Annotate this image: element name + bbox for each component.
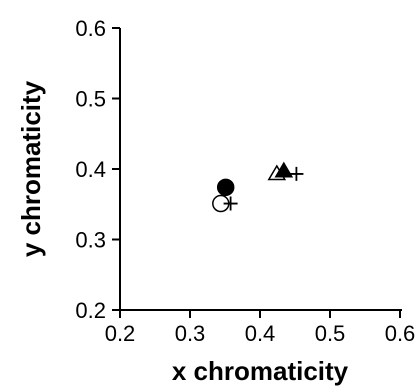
filled-triangle-point <box>274 161 294 178</box>
ticks: 0.2 0.3 0.4 0.5 0.6 0.2 0.3 0.4 0.5 0.6 <box>75 16 415 346</box>
x-tick-label: 0.6 <box>385 321 416 346</box>
plus-point <box>289 166 304 181</box>
axes <box>119 28 402 311</box>
x-tick-label: 0.5 <box>315 321 346 346</box>
y-tick-label: 0.2 <box>75 298 106 323</box>
plus-point <box>223 196 238 211</box>
x-axis-title: x chromaticity <box>172 356 349 386</box>
x-tick-label: 0.2 <box>105 321 136 346</box>
y-tick-label: 0.6 <box>75 16 106 41</box>
x-tick-label: 0.3 <box>175 321 206 346</box>
filled-circle-point <box>216 178 235 197</box>
data-points <box>212 161 304 213</box>
x-tick-label: 0.4 <box>245 321 276 346</box>
y-tick-label: 0.5 <box>75 87 106 112</box>
y-tick-label: 0.3 <box>75 228 106 253</box>
y-axis-title: y chromaticity <box>16 80 46 257</box>
y-tick-label: 0.4 <box>75 157 106 182</box>
